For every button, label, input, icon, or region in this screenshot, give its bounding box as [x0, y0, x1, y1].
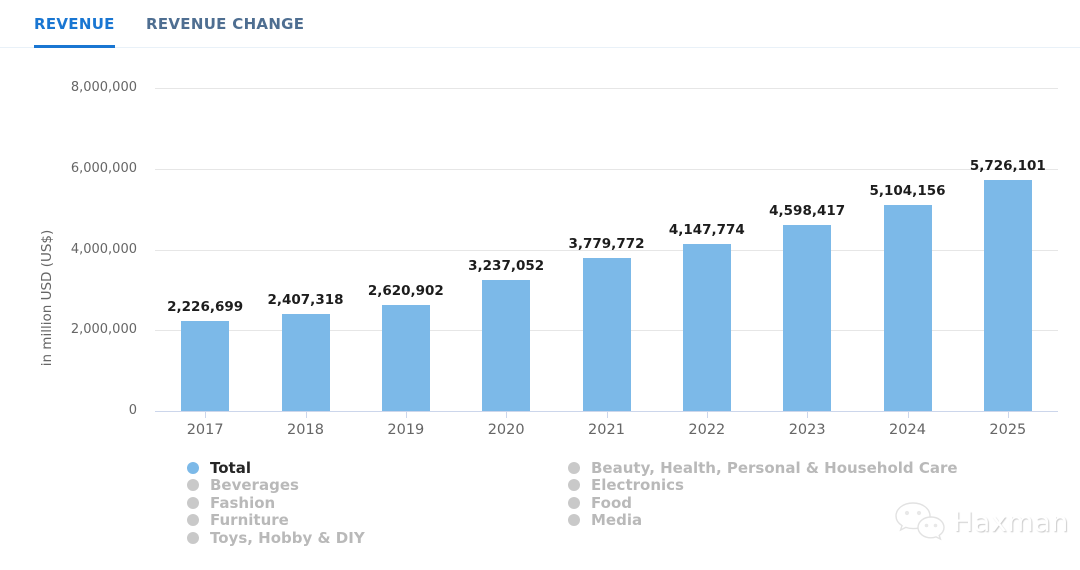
- legend-dot-icon: [187, 514, 199, 527]
- x-axis-category-label: 2020: [487, 422, 525, 438]
- watermark-label: Haxman: [953, 506, 1069, 538]
- x-axis-tick: [706, 411, 708, 418]
- legend-item-label: Media: [591, 511, 643, 530]
- x-axis-category-label: 2022: [688, 422, 726, 438]
- legend-item-label: Toys, Hobby & DIY: [210, 528, 365, 547]
- x-axis-tick: [205, 411, 207, 418]
- legend-dot-icon: [187, 479, 199, 492]
- x-axis-category-label: 2025: [989, 422, 1027, 438]
- x-axis-category-label: 2017: [186, 422, 224, 438]
- bar-2021[interactable]: [582, 258, 631, 411]
- bar-2020[interactable]: [482, 280, 531, 411]
- legend-column-left: Total Beverages Fashion Furniture Toys, Hobb…: [187, 459, 365, 547]
- bar-2024[interactable]: [883, 204, 932, 411]
- x-axis-category-label: 2023: [788, 422, 826, 438]
- legend-dot-icon: [187, 461, 199, 474]
- bar-2018[interactable]: [281, 313, 330, 411]
- bar-value-label: 2,226,699: [167, 299, 244, 316]
- legend-dot-icon: [568, 479, 580, 492]
- bar-value-label: 2,407,318: [267, 291, 344, 308]
- tab-revenue-label: REVENUE: [34, 15, 115, 33]
- x-axis-category-label: 2019: [387, 422, 425, 438]
- tab-revenue-change[interactable]: REVENUE CHANGE: [146, 0, 304, 48]
- x-axis-tick: [606, 411, 608, 418]
- legend-dot-icon: [568, 461, 580, 474]
- y-axis-tick-label: 0: [128, 403, 137, 418]
- legend-item-label: Beauty, Health, Personal & Household Car…: [591, 458, 958, 477]
- legend-item-label: Total: [210, 458, 251, 477]
- bar-2025[interactable]: [983, 179, 1032, 411]
- legend-dot-icon: [187, 531, 199, 544]
- legend-item-label: Food: [591, 493, 632, 512]
- revenue-bar-chart: in million USD (US$) Total Beverages Fashi…: [0, 48, 1080, 570]
- x-axis-tick: [305, 411, 307, 418]
- legend-item-label: Electronics: [591, 476, 684, 495]
- bar-2022[interactable]: [682, 243, 731, 411]
- x-axis-category-label: 2021: [588, 422, 625, 438]
- legend-dot-icon: [187, 496, 199, 509]
- tab-revenue[interactable]: REVENUE: [34, 0, 115, 48]
- legend-item-label: Beverages: [210, 476, 299, 495]
- y-axis-tick-label: 4,000,000: [70, 241, 137, 257]
- legend-item-label: Furniture: [210, 511, 289, 530]
- bar-2023[interactable]: [783, 225, 832, 411]
- x-axis-tick: [405, 411, 407, 418]
- x-axis-tick: [807, 411, 809, 418]
- legend-item-food[interactable]: Food: [568, 494, 958, 512]
- legend-item-furniture[interactable]: Furniture: [187, 511, 365, 530]
- wechat-icon: [895, 502, 945, 541]
- legend-item-fashion[interactable]: Fashion: [187, 494, 365, 512]
- legend-item-beverages[interactable]: Beverages: [187, 476, 365, 495]
- y-gridline: [155, 88, 1058, 89]
- legend-item-media[interactable]: Media: [568, 511, 958, 530]
- bar-value-label: 5,726,101: [969, 157, 1046, 174]
- x-axis-tick: [506, 411, 508, 418]
- legend-column-right: Beauty, Health, Personal & Household Car…: [568, 459, 958, 529]
- tab-revenue-change-label: REVENUE CHANGE: [146, 15, 305, 33]
- legend-dot-icon: [568, 496, 580, 509]
- bar-value-label: 3,237,052: [468, 258, 545, 275]
- legend-item-total[interactable]: Total: [187, 459, 365, 477]
- bar-value-label: 5,104,156: [869, 182, 946, 199]
- x-axis-tick: [907, 411, 909, 418]
- bar-value-label: 2,620,902: [367, 283, 444, 300]
- bar-2017[interactable]: [181, 321, 230, 411]
- legend-item-beauty-health-personal-household-care[interactable]: Beauty, Health, Personal & Household Car…: [568, 459, 958, 477]
- y-axis-tick-label: 8,000,000: [70, 80, 137, 95]
- y-gridline: [155, 249, 1058, 251]
- legend-item-toys-hobby-diy[interactable]: Toys, Hobby & DIY: [187, 529, 365, 547]
- x-axis-category-label: 2018: [287, 422, 324, 438]
- tab-bar: REVENUE REVENUE CHANGE: [0, 0, 1080, 48]
- bar-value-label: 4,598,417: [769, 203, 846, 220]
- y-axis-tick-label: 6,000,000: [70, 160, 137, 176]
- x-axis-tick: [1007, 411, 1009, 418]
- bar-2019[interactable]: [381, 305, 430, 411]
- legend-item-label: Fashion: [210, 493, 276, 512]
- watermark: Haxman: [893, 500, 1069, 544]
- legend-item-electronics[interactable]: Electronics: [568, 476, 958, 495]
- y-gridline: [155, 168, 1058, 170]
- bar-value-label: 3,779,772: [568, 236, 645, 253]
- y-axis-tick-label: 2,000,000: [70, 322, 137, 338]
- x-axis-category-label: 2024: [889, 422, 926, 438]
- bar-value-label: 4,147,774: [668, 221, 745, 238]
- legend-dot-icon: [568, 514, 580, 527]
